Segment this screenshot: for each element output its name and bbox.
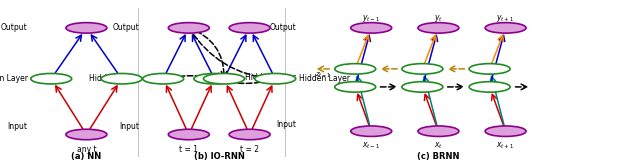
Circle shape xyxy=(229,129,270,140)
Circle shape xyxy=(418,126,459,136)
Circle shape xyxy=(66,23,107,33)
Circle shape xyxy=(229,23,270,33)
Circle shape xyxy=(31,73,72,84)
Text: $x_{t-1}$: $x_{t-1}$ xyxy=(362,141,380,151)
Text: any t: any t xyxy=(77,145,96,154)
Text: Output: Output xyxy=(269,23,296,32)
Circle shape xyxy=(168,23,209,33)
Circle shape xyxy=(335,64,376,74)
Circle shape xyxy=(469,64,510,74)
Text: $x_t$: $x_t$ xyxy=(434,141,443,151)
Text: Output: Output xyxy=(113,23,140,32)
Text: Input: Input xyxy=(276,120,296,129)
Text: $y_{t+1}$: $y_{t+1}$ xyxy=(497,13,515,24)
Text: (c) BRNN: (c) BRNN xyxy=(417,152,460,161)
Circle shape xyxy=(402,82,443,92)
Circle shape xyxy=(168,129,209,140)
Text: t = 2: t = 2 xyxy=(240,145,259,154)
Text: $z_{t-1}$: $z_{t-1}$ xyxy=(316,71,332,80)
Circle shape xyxy=(255,73,296,84)
Circle shape xyxy=(335,82,376,92)
Circle shape xyxy=(485,23,526,33)
Text: Input: Input xyxy=(8,122,28,131)
Text: Hidden Layer: Hidden Layer xyxy=(299,74,350,83)
Circle shape xyxy=(351,23,392,33)
Circle shape xyxy=(351,126,392,136)
Text: t = 1: t = 1 xyxy=(179,145,198,154)
Text: (a) NN: (a) NN xyxy=(71,152,102,161)
Text: Hidden Layer: Hidden Layer xyxy=(88,74,140,83)
Circle shape xyxy=(204,73,244,84)
Text: Output: Output xyxy=(1,23,28,32)
Circle shape xyxy=(66,129,107,140)
Text: $x_{t+1}$: $x_{t+1}$ xyxy=(497,141,515,151)
Text: Hidden Layer: Hidden Layer xyxy=(245,73,296,82)
Circle shape xyxy=(418,23,459,33)
Text: $y_{t-1}$: $y_{t-1}$ xyxy=(362,13,380,24)
Circle shape xyxy=(194,73,235,84)
Text: Input: Input xyxy=(120,122,140,131)
Text: $y_t$: $y_t$ xyxy=(434,13,443,24)
Text: (b) IO-RNN: (b) IO-RNN xyxy=(194,152,244,161)
Circle shape xyxy=(485,126,526,136)
Circle shape xyxy=(101,73,142,84)
Text: Hidden Layer: Hidden Layer xyxy=(0,74,28,83)
Circle shape xyxy=(402,64,443,74)
Circle shape xyxy=(143,73,184,84)
Circle shape xyxy=(469,82,510,92)
